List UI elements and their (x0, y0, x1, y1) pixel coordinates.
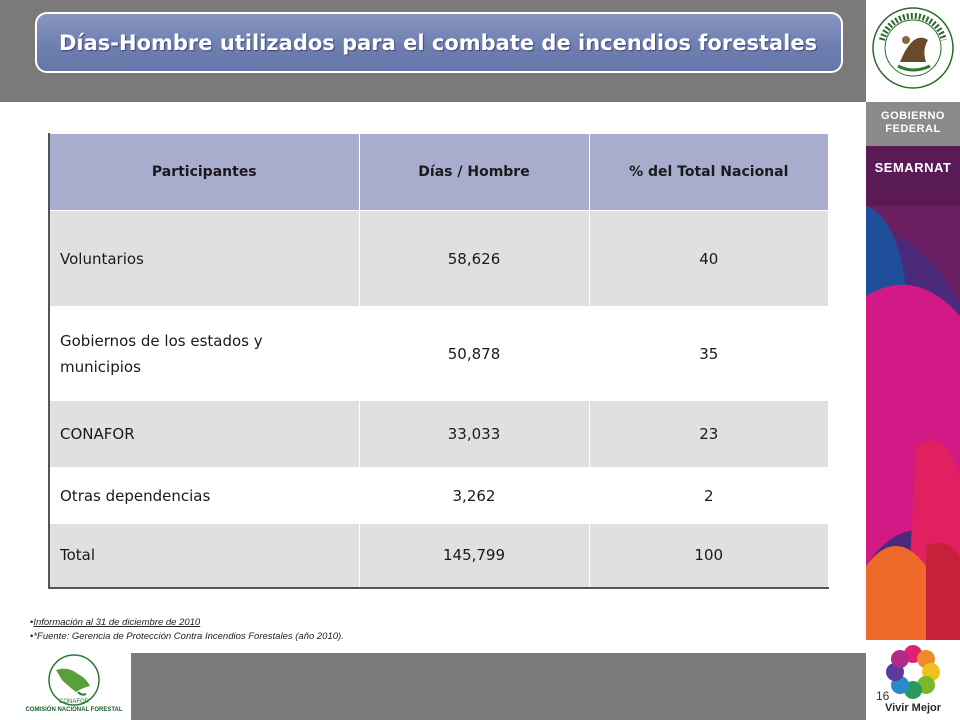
cell-porcentaje: 35 (588, 306, 829, 401)
cell-participante: Total (48, 523, 360, 588)
footnote-date-text: Información al 31 de diciembre de 2010 (33, 617, 201, 628)
conafor-logo: CONAFOR COMISIÓN NACIONAL FORESTAL (20, 652, 128, 720)
page-title: Días-Hombre utilizados para el combate d… (59, 30, 818, 55)
cell-participante: CONAFOR (48, 400, 360, 468)
footnote-date: •Información al 31 de diciembre de 2010 (30, 617, 201, 628)
footnotes: •Información al 31 de diciembre de 2010 … (30, 616, 344, 644)
semarnat-label: SEMARNAT (874, 160, 952, 175)
table-row: Gobiernos de los estados y municipios 50… (48, 306, 829, 401)
title-banner: Días-Hombre utilizados para el combate d… (35, 12, 843, 73)
gobierno-label: GOBIERNO (881, 110, 945, 122)
bottom-band (131, 653, 866, 720)
cell-porcentaje: 2 (588, 467, 829, 524)
flower-icon (886, 645, 940, 699)
conafor-sub-label: CONAFOR (59, 699, 90, 705)
semarnat-graphic (866, 146, 960, 640)
page-number: 16 (876, 689, 890, 703)
right-sidebar: GOBIERNO FEDERAL SEMARNAT (866, 0, 960, 720)
table-row: Otras dependencias 3,262 2 (48, 467, 829, 524)
gobierno-federal-badge: GOBIERNO FEDERAL (866, 102, 960, 146)
cell-participante: Otras dependencias (48, 467, 360, 524)
semarnat-panel: SEMARNAT (866, 146, 960, 640)
footnote-source-text: *Fuente: Gerencia de Protección Contra I… (33, 631, 344, 642)
cell-participante: Gobiernos de los estados y municipios (48, 306, 360, 401)
conafor-label: COMISIÓN NACIONAL FORESTAL (25, 707, 123, 713)
column-header-participantes: Participantes (48, 133, 360, 211)
table-row-total: Total 145,799 100 (48, 523, 829, 588)
conafor-map-icon: CONAFOR (48, 654, 100, 706)
header-band: Días-Hombre utilizados para el combate d… (0, 0, 866, 102)
column-header-dias-hombre: Días / Hombre (358, 133, 590, 211)
cell-dias-hombre: 50,878 (358, 306, 590, 401)
vivir-mejor-label: Vivir Mejor (884, 702, 942, 714)
footnote-source: •*Fuente: Gerencia de Protección Contra … (30, 631, 344, 642)
cell-dias-hombre: 58,626 (358, 210, 590, 307)
cell-dias-hombre: 33,033 (358, 400, 590, 468)
cell-participante: Voluntarios (48, 210, 360, 307)
dias-hombre-table: Participantes Días / Hombre % del Total … (48, 133, 829, 589)
vivir-mejor-logo: Vivir Mejor (866, 640, 960, 720)
cell-porcentaje: 23 (588, 400, 829, 468)
mexican-seal-icon (872, 7, 954, 89)
cell-dias-hombre: 145,799 (358, 523, 590, 588)
cell-participante-text: Gobiernos de los estados y municipios (60, 331, 263, 376)
cell-dias-hombre: 3,262 (358, 467, 590, 524)
cell-porcentaje: 100 (588, 523, 829, 588)
column-header-porcentaje: % del Total Nacional (588, 133, 829, 211)
table-row: CONAFOR 33,033 23 (48, 400, 829, 468)
cell-porcentaje: 40 (588, 210, 829, 307)
table-row: Voluntarios 58,626 40 (48, 210, 829, 307)
federal-label: FEDERAL (885, 123, 941, 135)
table-header-row: Participantes Días / Hombre % del Total … (48, 133, 829, 211)
